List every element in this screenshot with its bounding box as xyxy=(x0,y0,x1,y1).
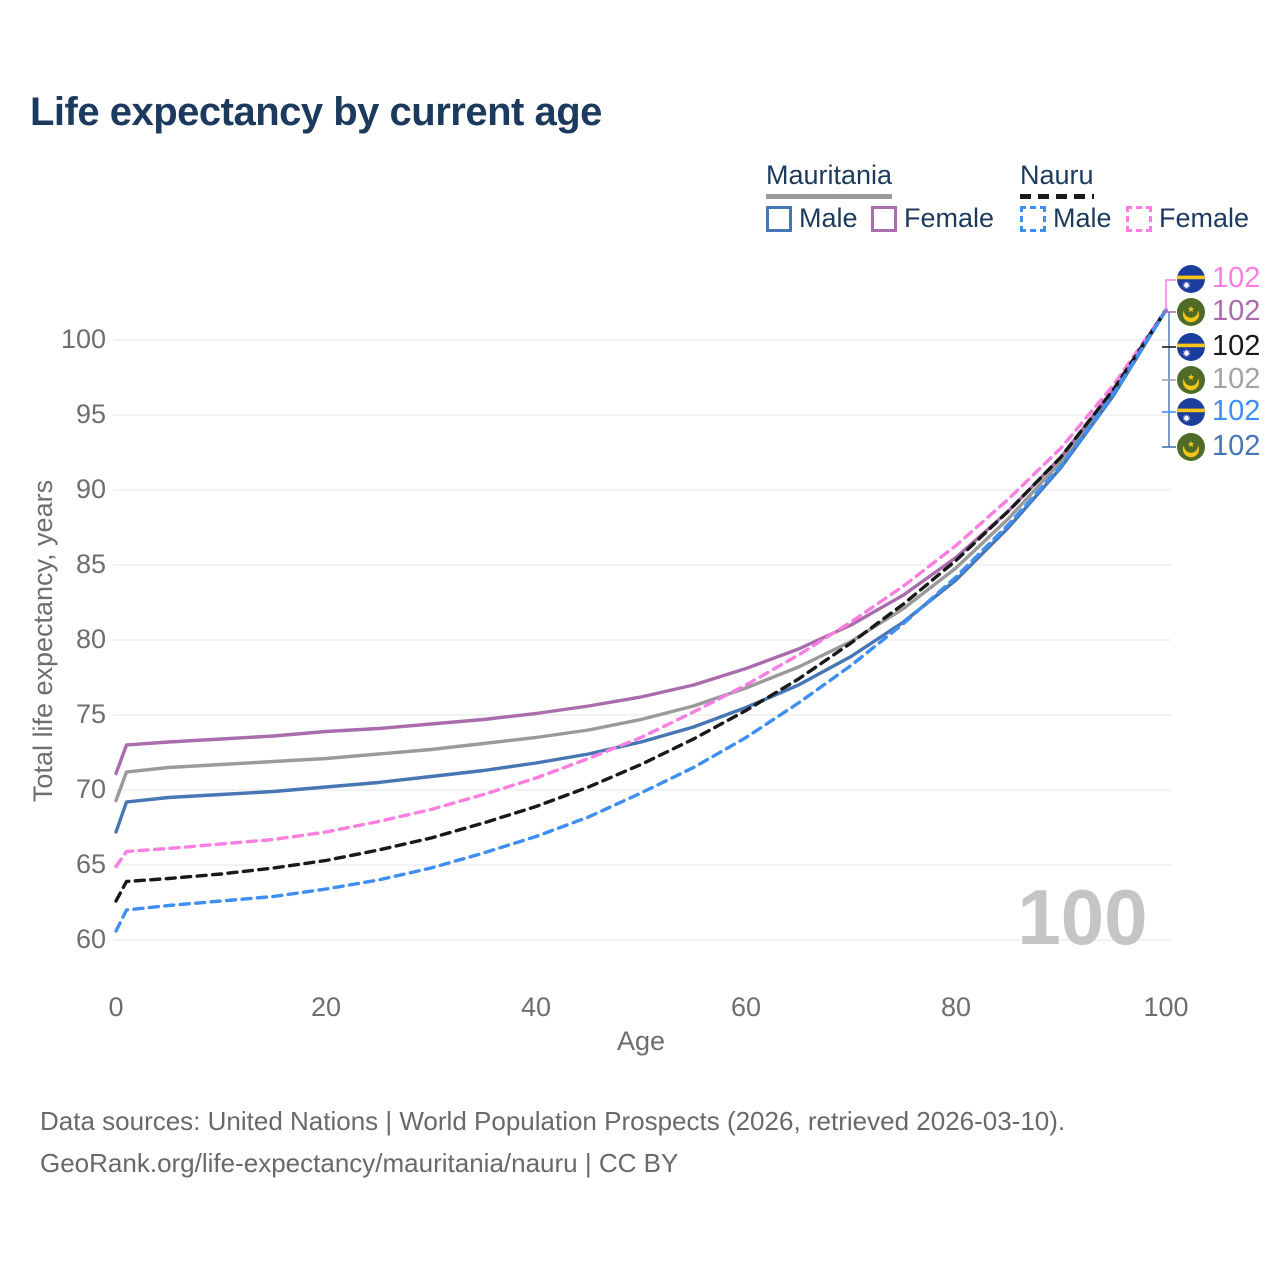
series-line-nauru-male[interactable] xyxy=(114,308,1168,933)
mauritania-flag-icon xyxy=(1177,366,1205,394)
legend-label: Female xyxy=(1159,203,1250,233)
nauru-flag-icon xyxy=(1177,265,1205,293)
y-tick-label-75: 75 xyxy=(75,699,106,729)
y-tick-label-85: 85 xyxy=(75,549,106,579)
y-tick-label-70: 70 xyxy=(75,774,106,804)
footer-data-sources: Data sources: United Nations | World Pop… xyxy=(40,1106,1066,1136)
connector-top xyxy=(1165,279,1176,310)
series-line-mauritania-female[interactable] xyxy=(114,308,1168,776)
mauritania-male-swatch-icon xyxy=(766,205,792,232)
end-value-label-nauru-both-sexes: 102 xyxy=(1212,330,1261,362)
legend-item-nauru-female[interactable]: Female xyxy=(1126,203,1249,234)
series-line-nauru-both-sexes[interactable] xyxy=(114,308,1168,903)
legend-item-nauru-male[interactable]: Male xyxy=(1020,203,1112,234)
x-tick-label-20: 20 xyxy=(310,992,342,1022)
end-value-label-mauritania-both-sexes: 102 xyxy=(1212,363,1261,395)
nauru-female-swatch-icon xyxy=(1126,205,1152,232)
mauritania-solid-line-sample xyxy=(766,194,893,199)
y-tick-label-100: 100 xyxy=(60,324,106,354)
x-axis-title: Age xyxy=(616,1026,666,1056)
end-value-label-mauritania-female: 102 xyxy=(1212,295,1261,327)
x-tick-label-80: 80 xyxy=(940,992,972,1022)
mauritania-flag-icon xyxy=(1177,433,1205,461)
nauru-flag-icon xyxy=(1177,398,1205,426)
nauru-male-swatch-icon xyxy=(1020,205,1046,232)
x-tick-label-60: 60 xyxy=(730,992,762,1022)
x-tick-label-100: 100 xyxy=(1143,992,1189,1022)
y-tick-label-65: 65 xyxy=(75,849,106,879)
legend-label: Male xyxy=(1053,203,1112,233)
y-tick-label-80: 80 xyxy=(75,624,106,654)
age-counter-watermark: 100 xyxy=(1017,873,1148,961)
end-value-label-nauru-female: 102 xyxy=(1212,262,1261,294)
legend-item-mauritania-male[interactable]: Male xyxy=(766,203,858,234)
nauru-dashed-line-sample xyxy=(1020,194,1094,199)
x-tick-label-0: 0 xyxy=(108,992,124,1022)
series-line-mauritania-male[interactable] xyxy=(114,308,1168,834)
mauritania-flag-icon xyxy=(1177,298,1205,326)
end-value-label-nauru-male: 102 xyxy=(1212,395,1261,427)
footer-attribution-link[interactable]: GeoRank.org/life-expectancy/mauritania/n… xyxy=(40,1148,679,1178)
y-tick-label-90: 90 xyxy=(75,474,106,504)
legend-label: Male xyxy=(799,203,858,233)
legend-country-mauritania[interactable]: Mauritania xyxy=(766,160,893,199)
series-line-nauru-female[interactable] xyxy=(114,308,1168,869)
y-tick-label-60: 60 xyxy=(75,924,106,954)
series-line-mauritania-both-sexes[interactable] xyxy=(114,308,1168,803)
legend-country-mauritania-label: Mauritania xyxy=(766,160,893,190)
end-value-label-mauritania-male: 102 xyxy=(1212,430,1261,462)
legend-country-nauru-label: Nauru xyxy=(1020,160,1094,190)
mauritania-female-swatch-icon xyxy=(871,205,897,232)
x-tick-label-40: 40 xyxy=(520,992,552,1022)
legend-label: Female xyxy=(904,203,995,233)
page-title: Life expectancy by current age xyxy=(30,90,602,134)
nauru-flag-icon xyxy=(1177,333,1205,361)
legend-item-mauritania-female[interactable]: Female xyxy=(871,203,994,234)
y-tick-label-95: 95 xyxy=(75,399,106,429)
legend-country-nauru[interactable]: Nauru xyxy=(1020,160,1094,199)
